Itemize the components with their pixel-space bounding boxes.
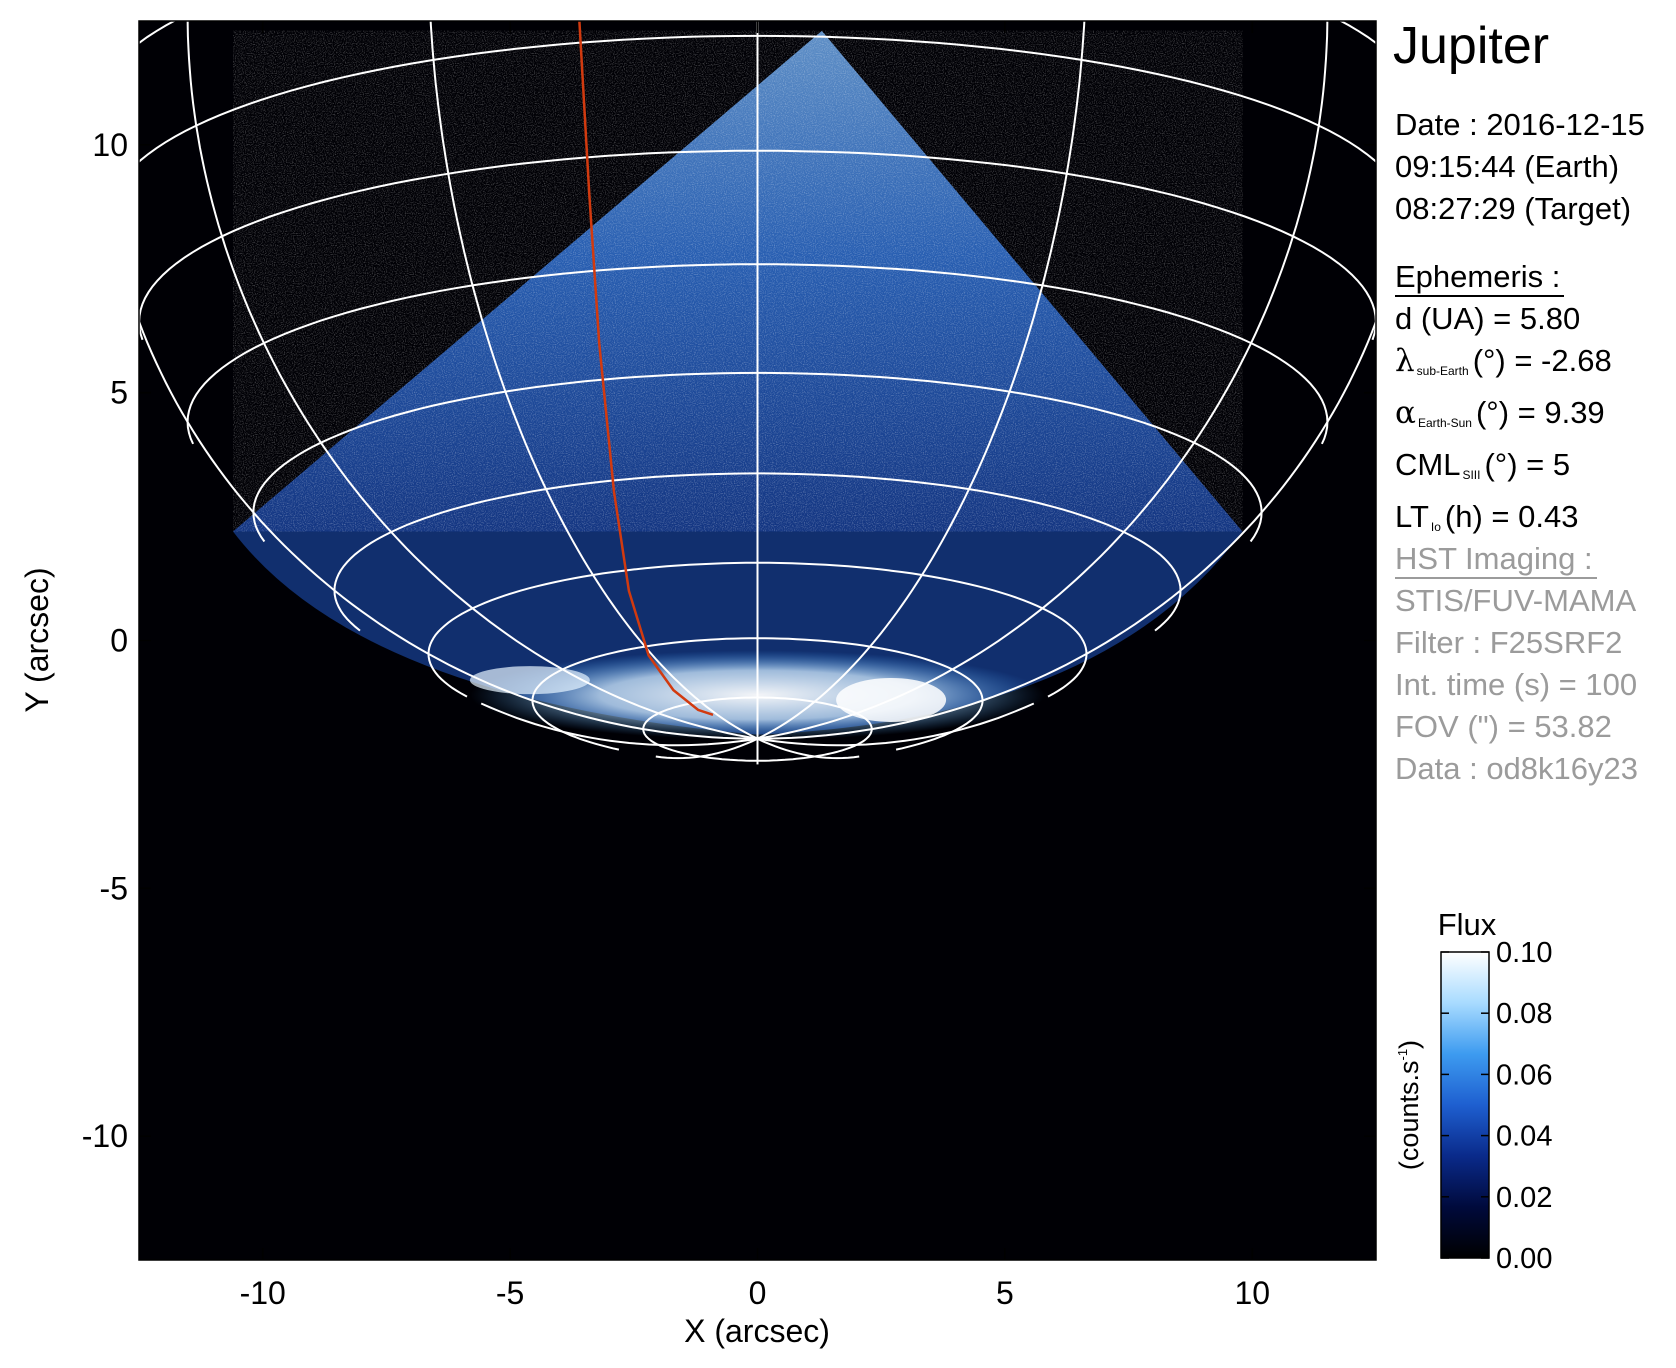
time-earth: 09:15:44 (Earth): [1395, 149, 1620, 184]
colorbar-ticks: 0.00 0.02 0.04 0.06 0.08 0.10: [1441, 937, 1552, 1275]
x-tick-label: -5: [496, 1275, 524, 1311]
longitude-line: [429, 21, 758, 740]
hst-instrument: STIS/FUV-MAMA: [1395, 583, 1637, 618]
ephemeris-sub-earth-latitude: λ sub-Earth (°) = -2.68: [1395, 343, 1612, 379]
longitude-line: [757, 318, 1376, 740]
hst-dataset-id: Data : od8k16y23: [1395, 751, 1639, 786]
ephemeris-io-local-time: LT Io (h) = 0.43: [1395, 499, 1579, 534]
y-tick-label: 5: [110, 375, 128, 411]
dayside-wedge-noise: [233, 30, 1243, 532]
y-axis-label: Y (arcsec): [19, 567, 55, 712]
colorbar: Flux (counts.s-1) 0.000.020.040.060.080.…: [1394, 907, 1552, 1275]
plot-area: [138, 20, 1377, 1261]
auroral-arc-dawn: [469, 666, 590, 695]
time-target: 08:27:29 (Target): [1395, 191, 1632, 226]
planet-latlon-grid: [139, 21, 1376, 765]
x-axis: -10 -5 0 5 10: [240, 21, 1271, 1311]
x-tick-label: 10: [1235, 1275, 1271, 1311]
y-axis: -10 -5 0 5 10: [82, 127, 1376, 1154]
x-axis-label: X (arcsec): [684, 1313, 830, 1349]
longitude-line: [186, 21, 758, 740]
x-tick-label: -10: [240, 1275, 286, 1311]
colorbar-unit-superscript: -1: [1395, 1049, 1410, 1061]
y-tick-label: 10: [92, 127, 128, 163]
colorbar-tick-label: 0.04: [1496, 1121, 1552, 1153]
colorbar-unit-label: (counts.s-1): [1394, 1040, 1424, 1170]
colorbar-tick-label: 0.08: [1496, 998, 1552, 1030]
longitude-line: [757, 21, 1086, 740]
observation-date-block: Date : 2016-12-15 09:15:44 (Earth) 08:27…: [1395, 104, 1645, 230]
ephemeris-cml: CML SIII (°) = 5: [1395, 447, 1571, 482]
colorbar-tick-label: 0.10: [1496, 937, 1552, 969]
y-tick-label: 0: [110, 623, 128, 659]
hst-imaging-heading: HST Imaging :: [1395, 541, 1597, 579]
y-tick-label: -10: [82, 1118, 128, 1154]
date-line: Date : 2016-12-15: [1395, 107, 1645, 142]
ephemeris-block: Ephemeris : d (UA) = 5.80 λ sub-Earth (°) …: [1395, 256, 1612, 548]
planet-title: Jupiter: [1393, 17, 1550, 75]
ephemeris-heading: Ephemeris :: [1395, 259, 1565, 297]
hst-filter: Filter : F25SRF2: [1395, 625, 1623, 660]
hst-field-of-view: FOV (") = 53.82: [1395, 709, 1612, 744]
x-tick-label: 0: [749, 1275, 767, 1311]
x-tick-label: 5: [996, 1275, 1014, 1311]
longitude-line: [757, 702, 1035, 747]
y-tick-label: -5: [100, 870, 128, 906]
ephemeris-distance: d (UA) = 5.80: [1395, 301, 1581, 336]
hst-integration-time: Int. time (s) = 100: [1395, 667, 1638, 702]
longitude-line: [757, 21, 1329, 740]
colorbar-gradient: [1440, 951, 1490, 1259]
colorbar-tick-label: 0.02: [1496, 1182, 1552, 1214]
colorbar-tick-label: 0.06: [1496, 1059, 1552, 1091]
colorbar-title: Flux: [1438, 907, 1497, 942]
io-footprint-layer: [578, 21, 714, 716]
flux-image: [233, 30, 1243, 740]
ephemeris-phase-angle: α Earth-Sun (°) = 9.39: [1395, 395, 1605, 431]
longitude-line: [139, 318, 758, 740]
colorbar-tick-label: 0.00: [1496, 1243, 1552, 1275]
longitude-line: [480, 702, 758, 747]
longitude-line: [757, 737, 860, 760]
io-footprint-curve: [578, 21, 714, 716]
hst-imaging-block: HST Imaging : STIS/FUV-MAMA Filter : F25…: [1395, 538, 1638, 790]
longitude-line: [655, 737, 758, 760]
